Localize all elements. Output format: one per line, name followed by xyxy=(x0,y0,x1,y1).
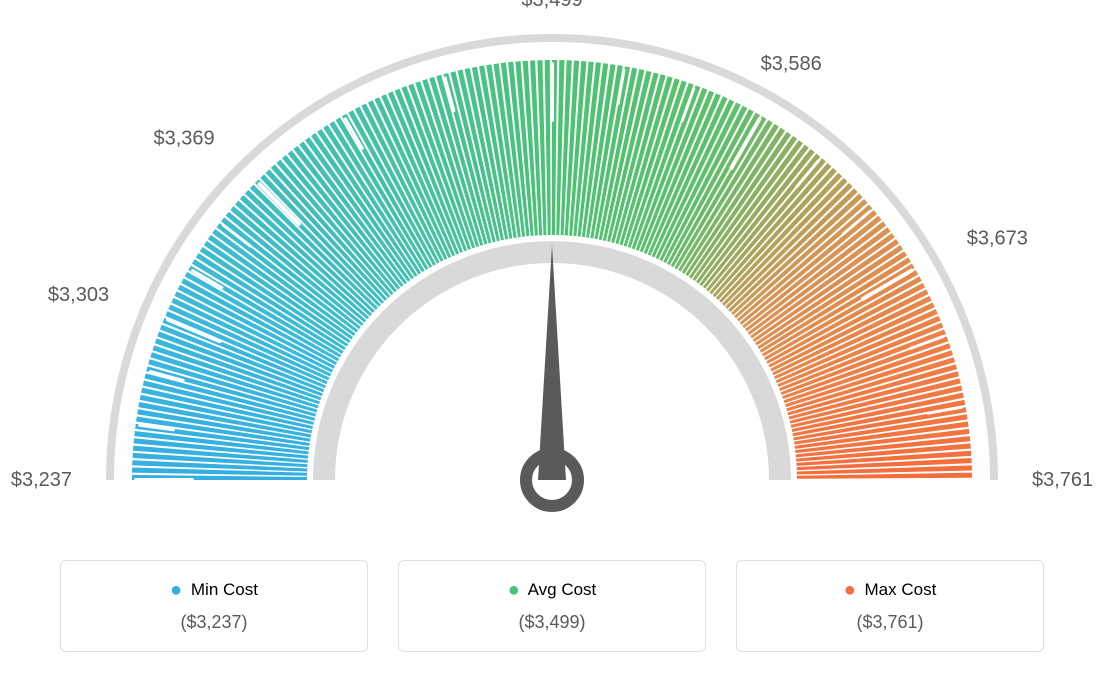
max-label-text: Max Cost xyxy=(865,580,937,599)
gauge-svg: $3,237 $3,303 $3,369 $3,499 $3,586 $3,673 $3,7… xyxy=(0,0,1104,540)
avg-cost-value: ($3,499) xyxy=(409,612,695,633)
min-label-text: Min Cost xyxy=(191,580,258,599)
max-cost-label: ● Max Cost xyxy=(747,579,1033,602)
avg-cost-card: ● Avg Cost ($3,499) xyxy=(398,560,706,652)
min-dot-icon: ● xyxy=(170,579,182,601)
gauge-tick-label: $3,673 xyxy=(967,227,1028,249)
max-cost-card: ● Max Cost ($3,761) xyxy=(736,560,1044,652)
max-dot-icon: ● xyxy=(844,579,856,601)
avg-dot-icon: ● xyxy=(508,579,520,601)
gauge-chart: $3,237 $3,303 $3,369 $3,499 $3,586 $3,673 $3,7… xyxy=(0,0,1104,540)
gauge-tick-label: $3,303 xyxy=(48,284,109,306)
gauge-tick-label: $3,499 xyxy=(521,0,582,11)
avg-label-text: Avg Cost xyxy=(528,580,597,599)
min-cost-value: ($3,237) xyxy=(71,612,357,633)
gauge-tick-label: $3,237 xyxy=(11,469,72,491)
summary-cards: ● Min Cost ($3,237) ● Avg Cost ($3,499) … xyxy=(0,540,1104,682)
min-cost-card: ● Min Cost ($3,237) xyxy=(60,560,368,652)
gauge-tick-label: $3,761 xyxy=(1032,469,1093,491)
gauge-tick-label: $3,586 xyxy=(761,53,822,75)
gauge-tick-label: $3,369 xyxy=(153,128,214,150)
max-cost-value: ($3,761) xyxy=(747,612,1033,633)
min-cost-label: ● Min Cost xyxy=(71,579,357,602)
avg-cost-label: ● Avg Cost xyxy=(409,579,695,602)
